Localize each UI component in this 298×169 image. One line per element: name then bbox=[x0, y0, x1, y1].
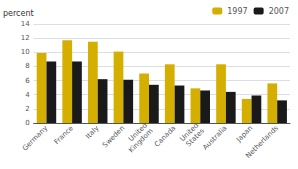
svg-text:0: 0 bbox=[25, 119, 29, 127]
svg-text:France: France bbox=[53, 124, 75, 146]
svg-text:6: 6 bbox=[25, 77, 30, 85]
svg-text:12: 12 bbox=[21, 34, 30, 42]
svg-text:Australia: Australia bbox=[201, 124, 229, 152]
svg-text:2: 2 bbox=[25, 105, 29, 113]
svg-text:Sweden: Sweden bbox=[101, 124, 126, 149]
svg-text:8: 8 bbox=[25, 62, 29, 70]
svg-text:1997: 1997 bbox=[227, 7, 247, 16]
svg-text:United: United bbox=[178, 121, 201, 144]
svg-text:Canada: Canada bbox=[153, 124, 177, 148]
svg-text:States: States bbox=[184, 127, 206, 149]
svg-text:Kingdom: Kingdom bbox=[127, 127, 155, 155]
svg-text:United: United bbox=[127, 121, 149, 144]
svg-text:percent: percent bbox=[3, 9, 34, 18]
svg-text:Netherlands: Netherlands bbox=[244, 124, 280, 160]
svg-text:10: 10 bbox=[21, 48, 30, 56]
svg-text:Italy: Italy bbox=[84, 124, 100, 140]
svg-text:14: 14 bbox=[21, 20, 30, 28]
svg-text:Japan: Japan bbox=[234, 124, 254, 144]
svg-text:2007: 2007 bbox=[269, 7, 289, 16]
svg-text:Germany: Germany bbox=[21, 124, 49, 152]
svg-text:4: 4 bbox=[25, 91, 30, 99]
